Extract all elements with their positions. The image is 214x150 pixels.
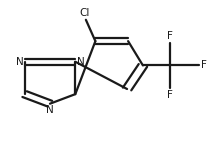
Text: N: N xyxy=(46,105,54,116)
Text: N: N xyxy=(77,57,85,67)
Text: F: F xyxy=(167,90,173,100)
Text: F: F xyxy=(167,31,173,41)
Text: F: F xyxy=(201,60,207,70)
Text: Cl: Cl xyxy=(80,8,90,18)
Text: N: N xyxy=(16,57,24,67)
